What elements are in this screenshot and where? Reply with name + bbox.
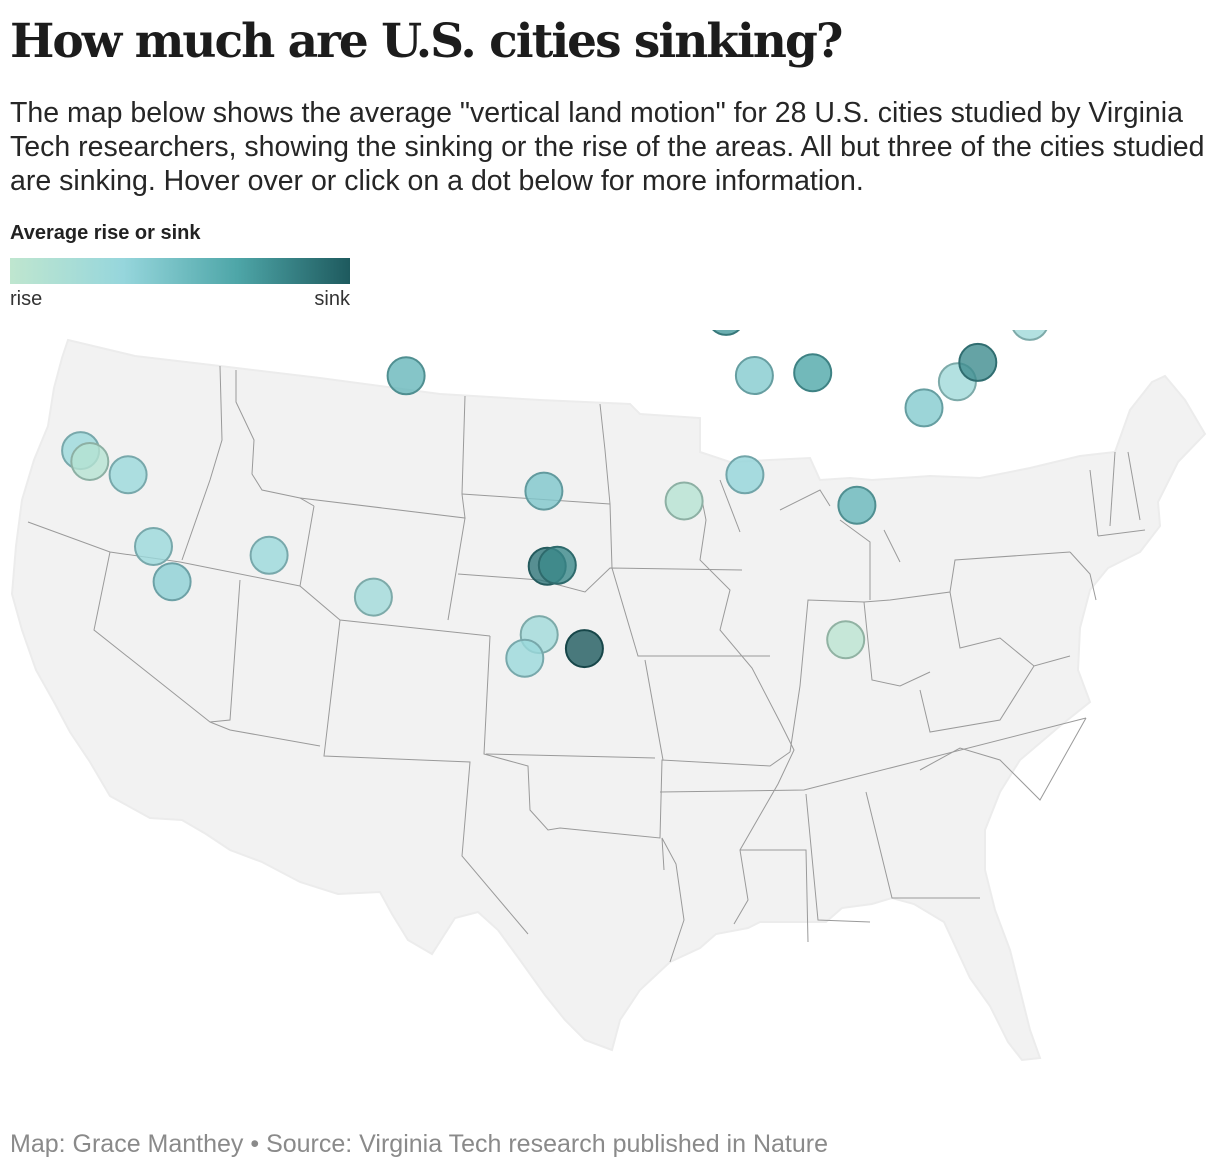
legend-color-scale xyxy=(10,258,350,284)
legend-sink-label: sink xyxy=(314,288,350,310)
city-dot[interactable] xyxy=(826,620,866,660)
state-border-line xyxy=(181,365,223,561)
state-border-line xyxy=(699,489,795,925)
city-dot[interactable] xyxy=(904,388,944,428)
city-dot[interactable] xyxy=(793,353,833,393)
legend-rise-label: rise xyxy=(10,288,43,310)
city-dot[interactable] xyxy=(734,356,774,395)
page-title: How much are U.S. cities sinking? xyxy=(10,14,843,69)
us-land xyxy=(10,338,1207,1062)
state-border-line xyxy=(209,721,321,747)
city-dot[interactable] xyxy=(70,442,110,481)
state-border-line xyxy=(609,503,770,657)
state-border-line xyxy=(485,753,656,759)
city-dot[interactable] xyxy=(664,481,704,521)
state-border-line xyxy=(1069,551,1097,601)
state-border-line xyxy=(883,529,901,563)
state-border-line xyxy=(719,479,741,533)
state-border-line xyxy=(1109,451,1116,527)
city-dot[interactable] xyxy=(958,342,998,382)
state-border-line xyxy=(805,793,871,923)
state-border-line xyxy=(949,591,1071,667)
state-border-line xyxy=(447,517,466,621)
state-border-line xyxy=(599,403,611,505)
city-dot[interactable] xyxy=(564,629,604,669)
city-dot[interactable] xyxy=(353,577,393,617)
city-dot[interactable] xyxy=(1011,330,1048,341)
state-border-line xyxy=(661,837,685,963)
city-dot[interactable] xyxy=(708,330,745,336)
state-border-line xyxy=(1089,469,1099,537)
city-dot[interactable] xyxy=(108,455,148,495)
state-border-line xyxy=(457,567,743,593)
us-city-sinking-map xyxy=(10,330,1207,1062)
state-border-line xyxy=(1127,451,1141,521)
city-dots[interactable] xyxy=(61,330,1048,678)
state-borders xyxy=(27,365,1146,963)
map-credit: Map: Grace Manthey • Source: Virginia Te… xyxy=(10,1130,828,1158)
city-dot[interactable] xyxy=(537,545,577,585)
city-dot[interactable] xyxy=(249,535,289,575)
city-dot[interactable] xyxy=(524,471,564,511)
legend-title: Average rise or sink xyxy=(10,222,201,244)
state-border-line xyxy=(323,619,529,935)
city-dot[interactable] xyxy=(505,638,545,678)
state-border-line xyxy=(299,395,466,519)
state-border-line xyxy=(659,717,1087,793)
state-border-line xyxy=(644,659,664,761)
state-border-line xyxy=(1097,529,1146,537)
state-border-line xyxy=(740,849,809,943)
city-dot[interactable] xyxy=(725,455,765,495)
state-border-line xyxy=(779,489,831,511)
state-border-line xyxy=(483,635,791,839)
city-dot[interactable] xyxy=(134,527,173,566)
city-dot[interactable] xyxy=(386,356,426,396)
state-border-line xyxy=(299,505,491,637)
city-dot[interactable] xyxy=(837,485,877,525)
state-border-line xyxy=(919,665,1035,733)
state-border-line xyxy=(839,519,871,600)
city-dot[interactable] xyxy=(152,562,192,602)
contiguous-us-shape xyxy=(10,338,1207,1062)
state-border-line xyxy=(865,791,980,899)
map-description: The map below shows the average "vertica… xyxy=(10,97,1205,197)
state-border-line xyxy=(919,717,1087,801)
